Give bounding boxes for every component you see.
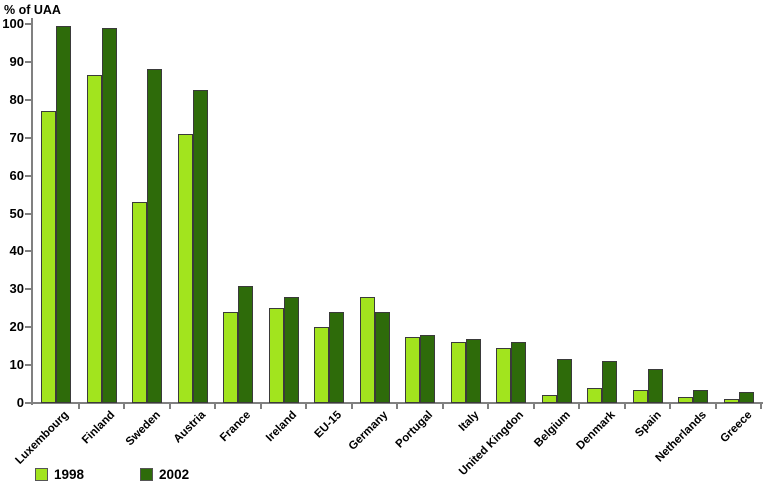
- y-axis-tick: [25, 326, 31, 328]
- bar-2002-belgium: [557, 359, 572, 403]
- x-axis-label-germany: Germany: [346, 409, 391, 453]
- bar-1998-greece: [724, 399, 739, 403]
- x-axis-label-eu-15: EU-15: [312, 409, 345, 441]
- y-axis-tick: [25, 23, 31, 25]
- y-axis-tick: [25, 402, 31, 404]
- x-axis-label-italy: Italy: [456, 409, 482, 434]
- x-axis-tick: [351, 404, 353, 409]
- bar-1998-germany: [360, 297, 375, 403]
- bar-1998-eu-15: [314, 327, 329, 403]
- legend-label-2002: 2002: [159, 467, 190, 482]
- y-axis-tick-label: 70: [9, 130, 24, 145]
- x-axis-tick: [715, 404, 717, 409]
- y-axis-tick-label: 10: [9, 357, 24, 372]
- bar-2002-luxembourg: [56, 26, 71, 403]
- x-axis-label-finland: Finland: [80, 409, 118, 447]
- bar-2002-italy: [466, 339, 481, 403]
- x-axis-label-france: France: [218, 409, 254, 445]
- bar-1998-netherlands: [678, 397, 693, 403]
- bar-1998-united-kingdon: [496, 348, 511, 403]
- y-axis-line: [31, 18, 33, 405]
- x-axis-label-sweden: Sweden: [123, 409, 163, 449]
- y-axis-tick-label: 50: [9, 206, 24, 221]
- bar-1998-spain: [633, 390, 648, 403]
- x-axis-label-denmark: Denmark: [574, 409, 618, 453]
- bar-1998-sweden: [132, 202, 147, 403]
- x-axis-line: [31, 402, 763, 404]
- y-axis-tick-label: 60: [9, 168, 24, 183]
- x-axis-tick: [487, 404, 489, 409]
- y-axis-tick: [25, 61, 31, 63]
- bar-1998-italy: [451, 342, 466, 403]
- bar-2002-spain: [648, 369, 663, 403]
- y-axis-title: % of UAA: [4, 3, 61, 17]
- y-axis-tick-label: 100: [2, 16, 24, 31]
- bar-1998-belgium: [542, 395, 557, 403]
- x-axis-tick: [260, 404, 262, 409]
- x-axis-tick: [624, 404, 626, 409]
- y-axis-tick: [25, 250, 31, 252]
- bar-1998-denmark: [587, 388, 602, 403]
- x-axis-tick: [169, 404, 171, 409]
- x-axis-tick: [442, 404, 444, 409]
- bar-2002-eu-15: [329, 312, 344, 403]
- x-axis-label-austria: Austria: [171, 409, 209, 446]
- legend-item-1998: 1998: [35, 467, 84, 482]
- bar-1998-ireland: [269, 308, 284, 403]
- x-axis-label-spain: Spain: [632, 409, 664, 440]
- y-axis-tick: [25, 137, 31, 139]
- bar-1998-austria: [178, 134, 193, 403]
- x-axis-tick: [78, 404, 80, 409]
- bar-2002-finland: [102, 28, 117, 403]
- y-axis-tick: [25, 288, 31, 290]
- bar-2002-united-kingdon: [511, 342, 526, 403]
- chart-legend: 1998 2002: [35, 467, 189, 482]
- bar-2002-france: [238, 286, 253, 403]
- bar-1998-portugal: [405, 337, 420, 403]
- bar-1998-france: [223, 312, 238, 403]
- bar-2002-germany: [375, 312, 390, 403]
- x-axis-tick: [533, 404, 535, 409]
- bar-2002-denmark: [602, 361, 617, 403]
- x-axis-tick: [305, 404, 307, 409]
- x-axis-tick: [760, 404, 762, 409]
- x-axis-tick: [578, 404, 580, 409]
- x-axis-label-belgium: Belgium: [531, 409, 573, 450]
- bar-1998-finland: [87, 75, 102, 403]
- legend-swatch-1998: [35, 468, 48, 481]
- x-axis-label-luxembourg: Luxembourg: [13, 409, 72, 467]
- y-axis-tick-label: 20: [9, 319, 24, 334]
- bar-2002-ireland: [284, 297, 299, 403]
- bar-2002-sweden: [147, 69, 162, 403]
- x-axis-label-ireland: Ireland: [264, 409, 300, 445]
- x-axis-tick: [669, 404, 671, 409]
- y-axis-tick: [25, 175, 31, 177]
- y-axis-tick-label: 40: [9, 243, 24, 258]
- legend-item-2002: 2002: [140, 467, 189, 482]
- legend-label-1998: 1998: [54, 467, 85, 482]
- y-axis-tick: [25, 213, 31, 215]
- y-axis-tick-label: 80: [9, 92, 24, 107]
- y-axis-tick-label: 30: [9, 281, 24, 296]
- x-axis-label-greece: Greece: [718, 409, 755, 446]
- y-axis-tick: [25, 99, 31, 101]
- y-axis-tick-label: 90: [9, 54, 24, 69]
- x-axis-tick: [396, 404, 398, 409]
- bar-2002-portugal: [420, 335, 435, 403]
- x-axis-tick: [214, 404, 216, 409]
- x-axis-label-portugal: Portugal: [394, 409, 436, 451]
- bar-2002-netherlands: [693, 390, 708, 403]
- legend-swatch-2002: [140, 468, 154, 481]
- bar-2002-greece: [739, 392, 754, 403]
- y-axis-tick: [25, 364, 31, 366]
- x-axis-tick: [123, 404, 125, 409]
- bar-2002-austria: [193, 90, 208, 403]
- y-axis-tick-label: 0: [16, 395, 24, 410]
- bar-1998-luxembourg: [41, 111, 56, 403]
